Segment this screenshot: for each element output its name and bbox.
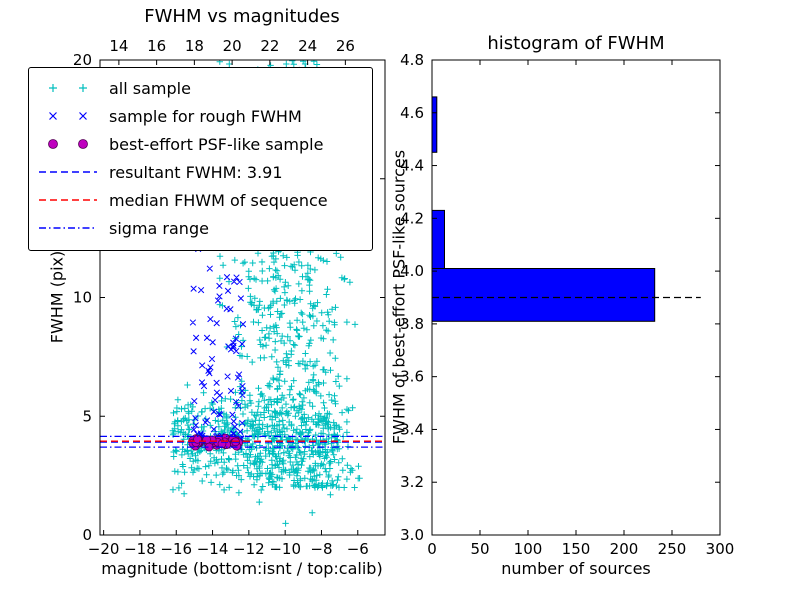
tick-label: 4.2 — [400, 209, 424, 227]
left-plot-data — [100, 60, 385, 527]
tick-label: 10 — [73, 289, 92, 307]
legend-label: median FHWM of sequence — [109, 190, 328, 210]
tick-label: −20 — [88, 540, 120, 558]
tick-label: −8 — [310, 540, 332, 558]
tick-label: −6 — [347, 540, 369, 558]
tick-label: 3.6 — [400, 368, 424, 386]
legend-item-sigma-range: sigma range — [37, 214, 372, 242]
dashed-line-icon — [37, 191, 99, 209]
tick-label: 250 — [658, 540, 687, 558]
tick-label: 26 — [336, 37, 355, 55]
legend-box: all sample sample for rough FWHM best-ef… — [28, 67, 373, 251]
plus-marker-icon — [37, 79, 99, 97]
right-plot-xlabel: number of sources — [501, 559, 651, 578]
legend-label: sample for rough FWHM — [109, 106, 302, 126]
scatter-sample-for-rough-fwhm — [189, 228, 247, 451]
x-marker-icon — [37, 107, 99, 125]
right-plot: 0 50 100 150 200 250 300 3.0 3.2 3.4 3.6 3.8 4.0 4.2 4… — [400, 51, 734, 558]
dashdot-line-icon — [37, 219, 99, 237]
tick-label: −18 — [124, 540, 156, 558]
left-plot-ylabel: FWHM (pix) — [47, 250, 67, 344]
histogram-bar — [431, 268, 656, 322]
tick-label: 3.0 — [400, 526, 424, 544]
right-plot-title: histogram of FWHM — [487, 33, 665, 54]
tick-label: 3.8 — [400, 315, 424, 333]
tick-label: 14 — [109, 37, 128, 55]
tick-label: 300 — [706, 540, 735, 558]
histogram-bar — [431, 209, 445, 269]
tick-label: 0 — [427, 540, 437, 558]
legend-label: all sample — [109, 78, 191, 98]
legend-label: resultant FWHM: 3.91 — [109, 162, 283, 182]
legend-item-rough-fwhm: sample for rough FWHM — [37, 102, 372, 130]
left-plot-xlabel: magnitude (bottom:isnt / top:calib) — [101, 559, 383, 578]
dashed-line-icon — [37, 163, 99, 181]
tick-label: 5 — [82, 407, 92, 425]
tick-label: 4.4 — [400, 157, 424, 175]
tick-label: 16 — [147, 37, 166, 55]
legend-label: sigma range — [109, 218, 209, 238]
tick-label: 0 — [82, 526, 92, 544]
tick-label: −10 — [269, 540, 301, 558]
histogram-bar — [431, 96, 438, 153]
left-plot-title: FWHM vs magnitudes — [144, 6, 340, 27]
left-plot: −20 −18 −16 −14 −12 −10 −8 −6 14 16 18 20 22 24 26 0 5 10… — [73, 37, 386, 558]
legend-label: best-effort PSF-like sample — [109, 134, 324, 154]
tick-label: 150 — [562, 540, 591, 558]
legend-item-all-sample: all sample — [37, 74, 372, 102]
tick-label: −16 — [160, 540, 192, 558]
tick-label: 24 — [298, 37, 317, 55]
tick-label: 3.2 — [400, 473, 424, 491]
tick-label: 50 — [470, 540, 489, 558]
tick-label: 4.0 — [400, 262, 424, 280]
legend-item-psf-sample: best-effort PSF-like sample — [37, 130, 372, 158]
tick-label: 3.4 — [400, 420, 424, 438]
legend-item-resultant-fwhm: resultant FWHM: 3.91 — [37, 158, 372, 186]
tick-label: 100 — [514, 540, 543, 558]
tick-label: −12 — [233, 540, 265, 558]
tick-label: −14 — [197, 540, 229, 558]
tick-label: 20 — [73, 51, 92, 69]
tick-label: 4.8 — [400, 51, 424, 69]
tick-label: 20 — [223, 37, 242, 55]
tick-label: 4.6 — [400, 104, 424, 122]
circle-marker-icon — [37, 135, 99, 153]
tick-label: 22 — [260, 37, 279, 55]
right-plot-ylabel: FWHM of best-effort PSF-like sources — [389, 149, 409, 445]
tick-label: 200 — [610, 540, 639, 558]
tick-label: 18 — [185, 37, 204, 55]
legend-item-median-fhwm: median FHWM of sequence — [37, 186, 372, 214]
